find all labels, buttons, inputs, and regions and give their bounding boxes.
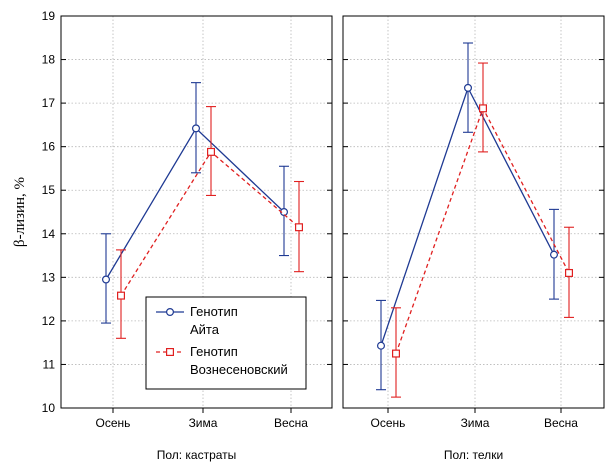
y-axis-title: β-лизин, % xyxy=(12,177,28,247)
data-point xyxy=(564,268,573,277)
x-tick-label: Зима xyxy=(461,416,490,430)
text-layer: Осень Зима Весна Пол: кастраты Осень Зима Весн… xyxy=(12,9,578,462)
y-tick-label: 16 xyxy=(42,140,56,154)
legend-marker xyxy=(166,308,175,317)
panel-label: Пол: кастраты xyxy=(157,448,237,462)
y-tick-label: 10 xyxy=(42,401,56,415)
y-tick-label: 11 xyxy=(43,357,56,371)
data-layer xyxy=(101,42,574,398)
legend-label: Генотип xyxy=(190,304,238,319)
y-tick-label: 19 xyxy=(42,9,56,23)
y-tick-label: 18 xyxy=(42,53,56,67)
data-point xyxy=(549,250,558,259)
data-point xyxy=(479,104,488,113)
y-tick-label: 13 xyxy=(42,270,56,284)
data-point xyxy=(116,291,125,300)
legend-label: Вознесеновский xyxy=(190,362,288,377)
panel-frame xyxy=(60,15,333,409)
legend: Генотип Айта Генотип Вознесеновский xyxy=(145,296,307,390)
y-tick-label: 17 xyxy=(42,96,56,110)
panel-label: Пол: телки xyxy=(444,448,503,462)
data-point xyxy=(207,147,216,156)
y-tick-label: 12 xyxy=(42,314,56,328)
panel-frame xyxy=(342,15,605,409)
data-point xyxy=(192,124,201,133)
data-point xyxy=(295,223,304,232)
series-line xyxy=(120,150,300,296)
data-point xyxy=(101,275,110,284)
x-tick-label: Осень xyxy=(96,416,131,430)
x-tick-label: Весна xyxy=(544,416,578,430)
legend-marker xyxy=(166,348,175,357)
data-point xyxy=(464,83,473,92)
frame-layer xyxy=(60,15,605,413)
legend-label: Генотип xyxy=(190,344,238,359)
series-line xyxy=(105,127,285,280)
legend-label: Айта xyxy=(190,322,220,337)
data-point xyxy=(392,349,401,358)
x-tick-label: Осень xyxy=(371,416,406,430)
data-point xyxy=(377,341,386,350)
x-tick-label: Весна xyxy=(274,416,308,430)
y-tick-label: 14 xyxy=(42,227,56,241)
y-tick-label: 15 xyxy=(42,183,56,197)
x-tick-label: Зима xyxy=(189,416,218,430)
